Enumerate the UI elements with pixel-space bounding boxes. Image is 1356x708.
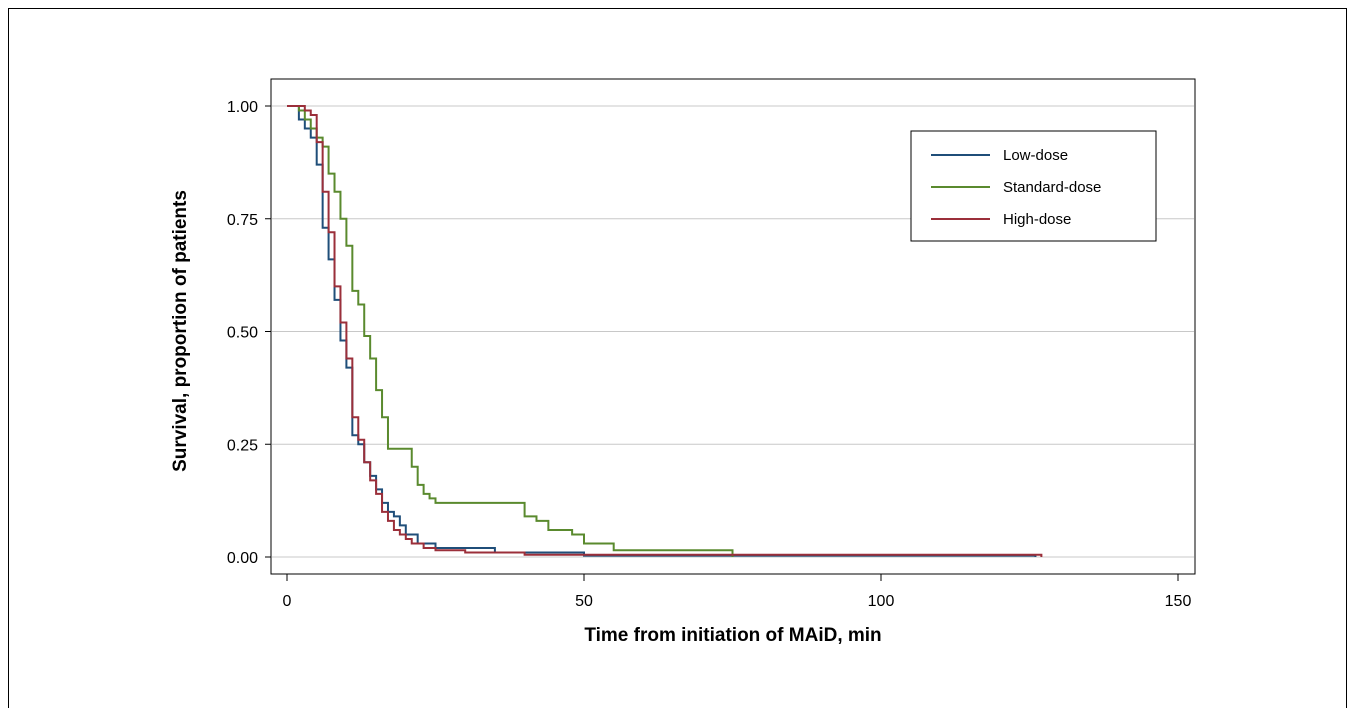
x-tick-label: 0 [283, 593, 292, 610]
y-axis-title: Survival, proportion of patients [170, 190, 191, 472]
x-tick-label: 150 [1165, 593, 1192, 610]
y-tick-label: 1.00 [227, 99, 258, 116]
y-tick-label: 0.50 [227, 325, 258, 342]
legend: Low-dose Standard-dose High-dose [910, 130, 1157, 242]
y-tick-label: 0.75 [227, 212, 258, 229]
figure-frame [8, 8, 1347, 708]
legend-label: Low-dose [1003, 147, 1068, 164]
legend-label: Standard-dose [1003, 179, 1101, 196]
x-tick-label: 100 [868, 593, 895, 610]
axes: 0.00 0.25 0.50 0.75 1.00 0 50 100 150 [227, 99, 1192, 610]
legend-label: High-dose [1003, 211, 1071, 228]
series-line-high-dose [287, 105, 1043, 557]
y-tick-label: 0.25 [227, 437, 258, 454]
series-line-standard-dose [287, 105, 734, 557]
series-layer [287, 105, 1043, 557]
y-tick-label: 0.00 [227, 550, 258, 567]
x-tick-label: 50 [575, 593, 593, 610]
x-axis-title: Time from initiation of MAiD, min [584, 625, 881, 646]
